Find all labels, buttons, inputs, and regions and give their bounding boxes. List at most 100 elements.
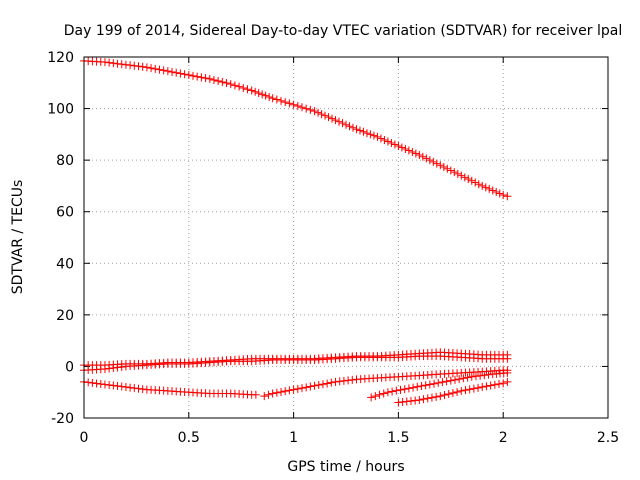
- data-point: [401, 144, 410, 153]
- data-point: [440, 391, 449, 400]
- data-point: [425, 380, 434, 389]
- data-point: [285, 99, 294, 108]
- data-point: [465, 385, 474, 394]
- x-tick-label: 0: [80, 430, 89, 446]
- data-point: [434, 378, 443, 387]
- data-point: [503, 192, 512, 201]
- data-point: [387, 138, 396, 147]
- data-point: [453, 169, 462, 178]
- data-point: [471, 372, 480, 381]
- data-point: [373, 132, 382, 141]
- x-axis-label: GPS time / hours: [287, 459, 404, 475]
- data-point: [264, 390, 273, 399]
- data-point: [499, 190, 508, 199]
- y-axis-label: SDTVAR / TECUs: [10, 180, 26, 295]
- data-point: [285, 386, 294, 395]
- data-point: [450, 168, 459, 177]
- data-point: [105, 58, 114, 67]
- data-point: [444, 390, 453, 399]
- data-point: [243, 85, 252, 94]
- data-point: [92, 379, 101, 388]
- y-tick-label: 0: [65, 359, 74, 375]
- data-point: [406, 396, 415, 405]
- data-point: [490, 380, 499, 389]
- data-point: [492, 187, 501, 196]
- data-series: [80, 377, 260, 399]
- data-point: [495, 189, 504, 198]
- data-point: [476, 371, 485, 380]
- data-point: [235, 82, 244, 91]
- chart-title: Day 199 of 2014, Sidereal Day-to-day VTE…: [64, 23, 622, 39]
- data-point: [471, 178, 480, 187]
- data-point: [281, 98, 290, 107]
- data-point: [205, 74, 214, 83]
- data-point: [469, 384, 478, 393]
- data-point: [147, 64, 156, 73]
- data-point: [327, 378, 336, 387]
- data-point: [367, 393, 376, 402]
- data-point: [418, 152, 427, 161]
- data-point: [105, 380, 114, 389]
- data-point: [344, 376, 353, 385]
- data-point: [317, 110, 326, 119]
- data-point: [415, 395, 424, 404]
- data-point: [197, 73, 206, 82]
- data-point: [268, 389, 277, 398]
- data-point: [446, 166, 455, 175]
- data-point: [159, 66, 168, 75]
- data-point: [297, 384, 306, 393]
- data-point: [302, 104, 311, 113]
- data-point: [100, 58, 109, 67]
- x-tick-labels: 0 0.5 1 1.5 2 2.5: [80, 430, 620, 446]
- data-point: [134, 62, 143, 71]
- data-point: [464, 175, 473, 184]
- data-point: [201, 74, 210, 83]
- data-points: [80, 56, 512, 407]
- data-point: [172, 68, 181, 77]
- data-point: [306, 105, 315, 114]
- y-tick-labels: -20 0 20 40 60 80 100 120: [47, 50, 74, 427]
- data-point: [411, 149, 420, 158]
- data-point: [484, 370, 493, 379]
- data-point: [328, 114, 337, 123]
- data-point: [450, 375, 459, 384]
- data-point: [331, 116, 340, 125]
- data-point: [404, 384, 413, 393]
- data-point: [109, 381, 118, 390]
- data-point: [392, 386, 401, 395]
- data-point: [126, 383, 135, 392]
- data-point: [126, 61, 135, 70]
- data-point: [117, 382, 126, 391]
- data-point: [379, 389, 388, 398]
- data-point: [272, 95, 281, 104]
- data-point: [446, 376, 455, 385]
- data-point: [482, 382, 491, 391]
- data-point: [310, 381, 319, 390]
- data-point: [427, 393, 436, 402]
- data-point: [214, 76, 223, 85]
- data-point: [258, 90, 267, 99]
- data-point: [254, 89, 263, 98]
- y-tick-label: 20: [56, 308, 74, 324]
- data-point: [218, 78, 227, 87]
- data-point: [467, 372, 476, 381]
- data-series: [80, 56, 512, 201]
- data-point: [281, 387, 290, 396]
- data-point: [432, 159, 441, 168]
- y-tick-label: 100: [47, 102, 74, 118]
- data-point: [404, 146, 413, 155]
- data-point: [460, 173, 469, 182]
- data-point: [339, 376, 348, 385]
- data-point: [138, 62, 147, 71]
- data-point: [293, 384, 302, 393]
- data-point: [485, 184, 494, 193]
- data-point: [117, 60, 126, 69]
- data-series: [80, 352, 512, 375]
- data-point: [168, 67, 177, 76]
- data-point: [84, 378, 93, 387]
- data-point: [335, 117, 344, 126]
- data-point: [318, 380, 327, 389]
- data-point: [355, 126, 364, 135]
- data-point: [272, 388, 281, 397]
- data-point: [423, 394, 432, 403]
